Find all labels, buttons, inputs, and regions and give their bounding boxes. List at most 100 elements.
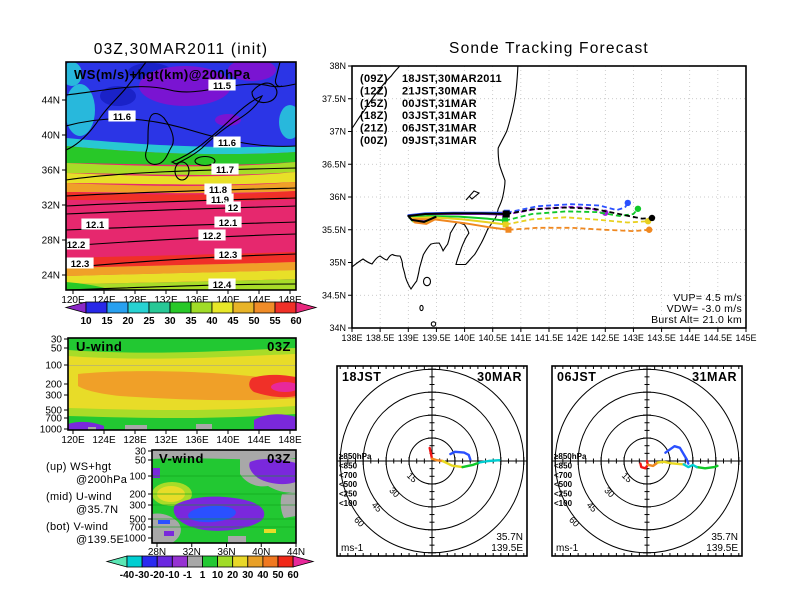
tracking-lon-tick: 143.5E <box>647 333 676 343</box>
contour-label-box <box>214 248 242 260</box>
hodo-level-label: <500 <box>554 480 573 489</box>
tracking-lat-tick: 36.5N <box>322 159 346 169</box>
hodograph-18jst-border <box>336 365 528 557</box>
hodograph-trace-<850 <box>430 457 444 463</box>
init-map-title: 03Z,30MAR2011 (init) <box>94 41 268 58</box>
hodograph-trace-<700 <box>441 459 464 469</box>
hodo-level-label: <700 <box>339 471 358 480</box>
tracking-lat-tick: 35N <box>329 258 346 268</box>
uwind-lon-tick: 136E <box>185 435 209 446</box>
colorbar-segment <box>277 555 294 568</box>
hodograph-trace-<500 <box>461 461 481 469</box>
colorbar-label: -40 <box>120 570 135 581</box>
vwind-colorbar: -40 -30 -20 -10 -1 1 10 20 30 40 50 60 <box>105 555 315 581</box>
colorbar-segment <box>232 301 255 314</box>
hodograph-trace-<100 <box>449 450 472 461</box>
ascent-path <box>407 212 507 223</box>
vwind-time: 03Z <box>267 451 291 466</box>
colorbar-label: 50 <box>248 316 260 327</box>
hodo2-time: 06JST <box>557 370 596 384</box>
colorbar-label: 45 <box>227 316 239 327</box>
landing-marker <box>645 226 653 233</box>
contour-label-box <box>213 136 241 148</box>
contour-label-box <box>81 218 109 230</box>
note-bot-line2: @139.5E <box>76 534 124 546</box>
hodo-level-label: <850 <box>339 461 358 470</box>
note-up-line2: @200hPa <box>76 474 128 486</box>
uwind-pressure-tick: 300 <box>45 391 62 402</box>
colorbar-below-arrow <box>105 555 128 568</box>
vwind-border <box>151 449 297 544</box>
height-contour-label: 11.9 <box>211 195 229 206</box>
contour-label-box <box>204 183 232 195</box>
tracking-legend-line: (09Z) 18JST,30MAR2011 <box>360 73 502 85</box>
height-contour-label: 12.2 <box>203 231 222 242</box>
hodo-level-label: <250 <box>554 490 573 499</box>
tracking-lon-tick: 140.5E <box>478 333 507 343</box>
hodo-level-label: <100 <box>554 499 573 508</box>
legend-utc: (09Z) <box>360 73 388 85</box>
init-map-coastlines <box>66 62 283 181</box>
vwind-fill <box>152 450 296 543</box>
landing-marker <box>634 205 642 212</box>
legend-jst: 18JST,30MAR2011 <box>402 73 502 85</box>
legend-jst: 21JST,30MAR <box>402 85 477 97</box>
height-contour-label: 12 <box>228 203 239 214</box>
colorbar-label: 20 <box>227 570 239 581</box>
descent-path <box>506 206 653 220</box>
init-map-lat-tick: 44N <box>42 96 60 107</box>
contour-label-box <box>62 238 90 250</box>
vwind-lat-tick: 40N <box>252 547 270 558</box>
uwind-title: U-wind <box>76 339 122 354</box>
ring-label: 30 <box>602 485 616 499</box>
height-contour-label: 11.6 <box>113 112 131 123</box>
tracking-lat-tick: 37N <box>329 127 346 137</box>
vwind-lat-tick: 32N <box>183 547 201 558</box>
vwind-pressure-tick: 300 <box>129 501 146 512</box>
colorbar-segment <box>232 555 249 568</box>
hodo2-unit: ms-1 <box>556 543 579 554</box>
tracking-lon-tick: 144E <box>679 333 700 343</box>
ring-label: 45 <box>585 500 599 514</box>
legend-jst: 06JST,31MAR <box>402 123 477 135</box>
vwind-pressure-tick: 700 <box>129 523 146 534</box>
uwind-pressure-tick: 200 <box>45 380 62 391</box>
colorbar-segment <box>217 555 234 568</box>
colorbar-label: 15 <box>101 316 113 327</box>
tracking-lon-tick: 139E <box>398 333 419 343</box>
height-contour-label: 11.6 <box>218 138 236 149</box>
panel-key-notes: (up) WS+hgt @200hPa (mid) U-wind @35.7N … <box>46 461 128 546</box>
init-map-lon-tick: 132E <box>154 295 178 306</box>
tracking-lon-tick: 138E <box>341 333 362 343</box>
height-contour-label: 12.4 <box>213 280 232 291</box>
descent-path <box>504 208 639 222</box>
colorbar-segment <box>169 301 192 314</box>
height-contour-label: 11.5 <box>213 81 232 92</box>
colorbar-label: 10 <box>80 316 92 327</box>
hodo-level-label: ≥850hPa <box>554 452 587 461</box>
contour-label-box <box>208 79 236 91</box>
hodo-level-label: <850 <box>554 461 573 470</box>
init-map-lon-tick: 140E <box>216 295 240 306</box>
uwind-fill <box>68 338 296 430</box>
init-map-lon-tick: 120E <box>61 295 85 306</box>
uwind-pressure-tick: 700 <box>45 414 62 425</box>
hodo2-lat: 35.7N <box>711 532 738 543</box>
landing-marker <box>648 214 656 222</box>
hodograph-trace-<250 <box>682 463 698 469</box>
init-map-fill <box>66 62 296 290</box>
legend-utc: (12Z) <box>360 85 388 97</box>
colorbar-segment <box>141 555 158 568</box>
uwind-lon-tick: 144E <box>247 435 271 446</box>
hodograph-06jst-border <box>551 365 743 557</box>
init-map-lon-tick: 136E <box>185 295 209 306</box>
legend-utc: (15Z) <box>360 98 388 110</box>
tracking-lat-tick: 34.5N <box>322 290 346 300</box>
vwind-pressure-tick: 100 <box>129 472 146 483</box>
hodograph-trace-<850 <box>646 461 659 468</box>
colorbar-label: 30 <box>164 316 176 327</box>
